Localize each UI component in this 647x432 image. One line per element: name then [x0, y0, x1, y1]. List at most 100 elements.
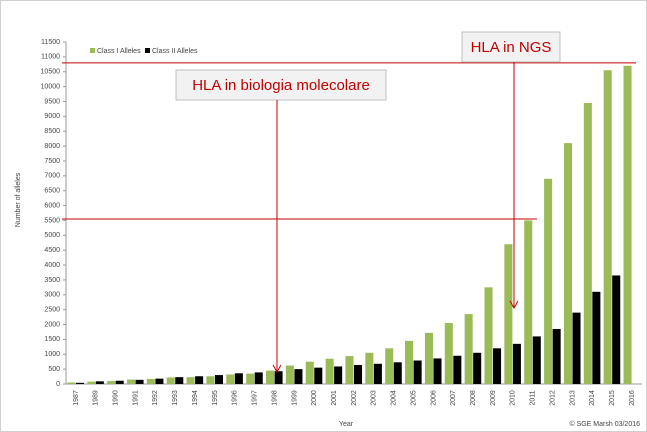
y-tick-label: 2000: [44, 321, 60, 328]
bar: [493, 348, 502, 384]
bar: [87, 381, 96, 384]
x-tick-label: 2006: [430, 390, 437, 406]
legend-swatch: [145, 48, 150, 53]
y-tick-label: 0: [56, 381, 60, 388]
y-tick-label: 1000: [44, 351, 60, 358]
bar: [266, 370, 275, 384]
annotation: HLA in biologia molecolare: [192, 77, 370, 94]
bar: [552, 328, 561, 384]
bar: [305, 361, 314, 384]
x-tick-label: 2016: [629, 390, 636, 406]
bar: [453, 355, 462, 384]
bar: [246, 373, 255, 384]
x-tick-label: 1995: [212, 390, 219, 406]
bar: [115, 380, 124, 384]
x-tick-label: 1993: [172, 390, 179, 406]
y-tick-label: 1500: [44, 336, 60, 343]
bar: [214, 375, 224, 384]
bar: [433, 358, 442, 384]
bar: [345, 356, 354, 384]
bar: [612, 275, 621, 384]
x-tick-label: 1998: [271, 390, 278, 406]
bar: [512, 343, 521, 384]
bar: [393, 362, 402, 384]
bar: [532, 336, 541, 384]
x-tick-label: 2009: [490, 390, 497, 406]
y-tick-label: 9500: [44, 98, 60, 105]
x-tick-label: 2003: [371, 390, 378, 406]
bar: [572, 312, 581, 384]
x-tick-label: 1987: [73, 390, 80, 406]
annotation-box: [175, 69, 387, 101]
bar: [583, 102, 592, 385]
bar: [385, 348, 394, 384]
bar: [563, 143, 572, 384]
x-axis-title: Year: [339, 421, 354, 428]
bar: [484, 287, 493, 384]
bar: [135, 379, 144, 384]
x-tick-label: 2005: [410, 390, 417, 406]
bar: [175, 377, 184, 384]
bar: [405, 340, 414, 384]
bar: [234, 373, 243, 384]
bar: [603, 70, 612, 385]
annotation-box: [461, 31, 561, 63]
bar: [444, 323, 453, 384]
y-tick-label: 8000: [44, 143, 60, 150]
x-tick-label: 1997: [252, 390, 259, 406]
legend-label: Class II Alleles: [152, 48, 198, 55]
bar: [107, 381, 116, 384]
x-tick-label: 2000: [311, 390, 318, 406]
bar: [325, 358, 334, 384]
y-tick-label: 7500: [44, 158, 60, 165]
bar: [186, 377, 195, 384]
bar: [424, 332, 433, 384]
x-tick-label: 1994: [192, 390, 199, 406]
y-tick-label: 3000: [44, 292, 60, 299]
bar: [314, 367, 323, 384]
x-tick-label: 2008: [470, 390, 477, 406]
legend-swatch: [90, 48, 95, 53]
y-tick-label: 10000: [41, 83, 61, 90]
credit: © SGE Marsh 03/2016: [569, 420, 640, 428]
bar: [274, 371, 283, 384]
bar: [254, 372, 263, 384]
bar: [592, 291, 601, 384]
x-tick-label: 1996: [232, 390, 239, 406]
bar: [126, 379, 136, 384]
bar: [504, 244, 513, 384]
bar: [285, 365, 294, 384]
x-tick-label: 1992: [152, 390, 159, 406]
y-tick-label: 3500: [44, 277, 60, 284]
bar: [294, 369, 303, 384]
y-tick-label: 6000: [44, 202, 60, 209]
bar: [67, 382, 76, 384]
x-tick-label: 2013: [569, 390, 576, 406]
y-tick-label: 7000: [44, 173, 60, 180]
x-tick-label: 1991: [132, 390, 139, 406]
bar: [413, 360, 422, 384]
y-tick-label: 10500: [41, 69, 61, 76]
bar: [334, 366, 343, 384]
bar: [195, 376, 204, 384]
y-tick-label: 9000: [44, 113, 60, 120]
x-tick-label: 2012: [549, 390, 556, 406]
y-tick-label: 500: [48, 366, 60, 373]
x-tick-label: 1989: [93, 390, 100, 406]
bar: [373, 363, 382, 384]
bar: [365, 352, 374, 384]
x-tick-label: 1990: [112, 390, 119, 406]
y-tick-label: 4500: [44, 247, 60, 254]
x-tick-label: 2015: [609, 390, 616, 406]
y-tick-label: 11500: [41, 39, 60, 46]
bar: [166, 377, 175, 384]
x-tick-label: 2014: [589, 390, 596, 406]
bar: [524, 220, 533, 384]
bar: [155, 378, 164, 384]
bar: [473, 352, 482, 384]
annotation: HLA in NGS: [471, 39, 552, 56]
y-tick-label: 6500: [44, 188, 60, 195]
arrow-head: [272, 364, 282, 374]
